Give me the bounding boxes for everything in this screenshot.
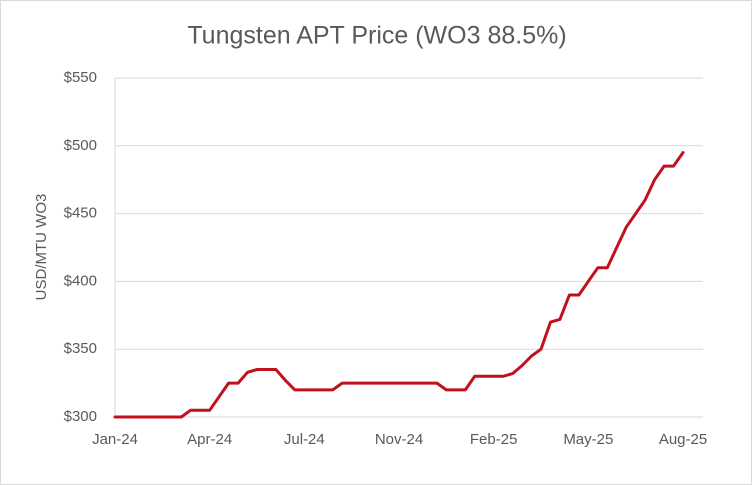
y-tick-label: $450 [64, 205, 97, 222]
x-tick-label: Nov-24 [375, 431, 423, 448]
y-axis-label: USD/MTU WO3 [33, 194, 50, 301]
chart-title: Tungsten APT Price (WO3 88.5%) [187, 22, 566, 50]
x-tick-label: May-25 [563, 431, 613, 448]
x-tick-label: Feb-25 [470, 431, 518, 448]
x-tick-label: Apr-24 [187, 431, 232, 448]
y-tick-label: $500 [64, 137, 97, 154]
x-tick-label: Jul-24 [284, 431, 325, 448]
y-tick-label: $550 [64, 69, 97, 86]
price-line [113, 151, 685, 419]
y-tick-label: $300 [64, 408, 97, 425]
y-tick-label: $350 [64, 340, 97, 357]
x-tick-label: Aug-25 [659, 431, 707, 448]
y-tick-label: $400 [64, 272, 97, 289]
x-tick-label: Jan-24 [92, 431, 138, 448]
